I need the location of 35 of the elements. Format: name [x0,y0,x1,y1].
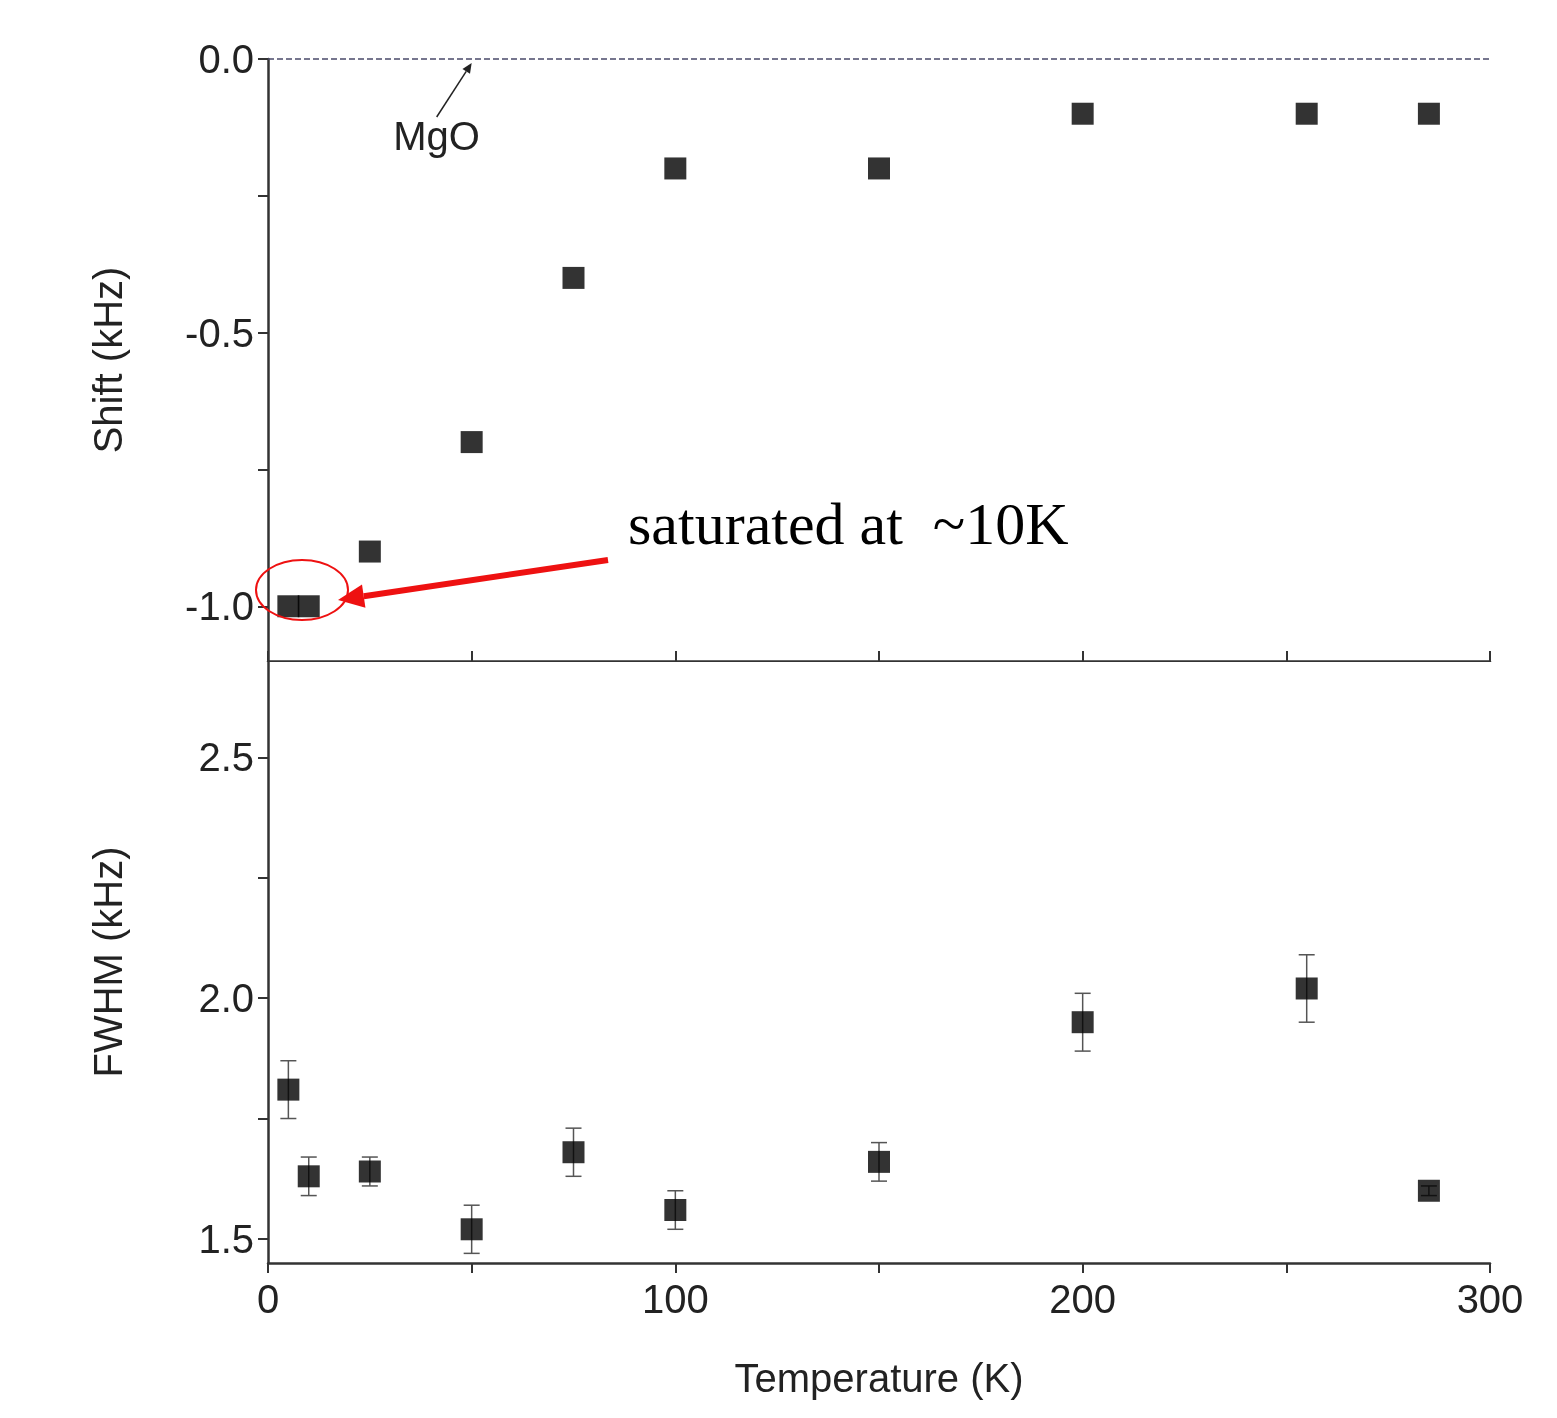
y-tick-label: -0.5 [185,310,254,355]
point [562,1141,585,1164]
y-tick-label: 0.0 [198,37,254,81]
point [868,1150,890,1173]
x-axis-title: Temperature (K) [734,1356,1024,1400]
annotation: saturated at ~10K [628,490,1069,559]
y-tick-label: 2.0 [198,976,254,1021]
point [664,157,687,180]
point [358,540,381,563]
x-tick-label: 0 [256,1277,280,1321]
point [1295,977,1318,1000]
point [1071,1011,1094,1034]
x-tick-label: 100 [641,1277,709,1321]
point [460,1218,483,1241]
point [1071,102,1094,125]
point [562,266,585,289]
point [664,1199,687,1222]
point [460,431,483,454]
y-tick-label: -1.0 [185,584,254,629]
point [1417,102,1440,125]
x-tick-label: 300 [1456,1277,1524,1321]
point [297,1165,320,1188]
point [1417,1179,1440,1202]
ref-line-label: MgO [393,114,480,159]
point [358,1160,381,1183]
point [277,1078,300,1101]
y-axis-title: Shift (kHz) [86,266,130,454]
y-axis-title: FWHM (kHz) [86,846,130,1078]
y-tick-label: 2.5 [198,735,254,780]
point [1295,102,1318,125]
y-tick-label: 1.5 [198,1216,254,1261]
x-tick-label: 200 [1049,1277,1117,1321]
point [297,595,320,618]
point [277,595,300,618]
point [868,157,890,180]
